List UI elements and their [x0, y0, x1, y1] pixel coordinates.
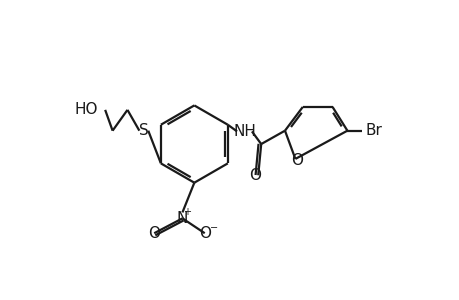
Text: O: O [198, 226, 210, 241]
Text: O: O [290, 153, 302, 168]
Text: O: O [148, 226, 160, 241]
Text: N: N [176, 211, 188, 226]
Text: HO: HO [74, 102, 97, 117]
Text: NH: NH [233, 124, 255, 139]
Text: +: + [183, 207, 190, 218]
Text: S: S [139, 123, 148, 138]
Text: O: O [249, 168, 261, 183]
Text: Br: Br [364, 123, 381, 138]
Text: −: − [209, 223, 217, 233]
